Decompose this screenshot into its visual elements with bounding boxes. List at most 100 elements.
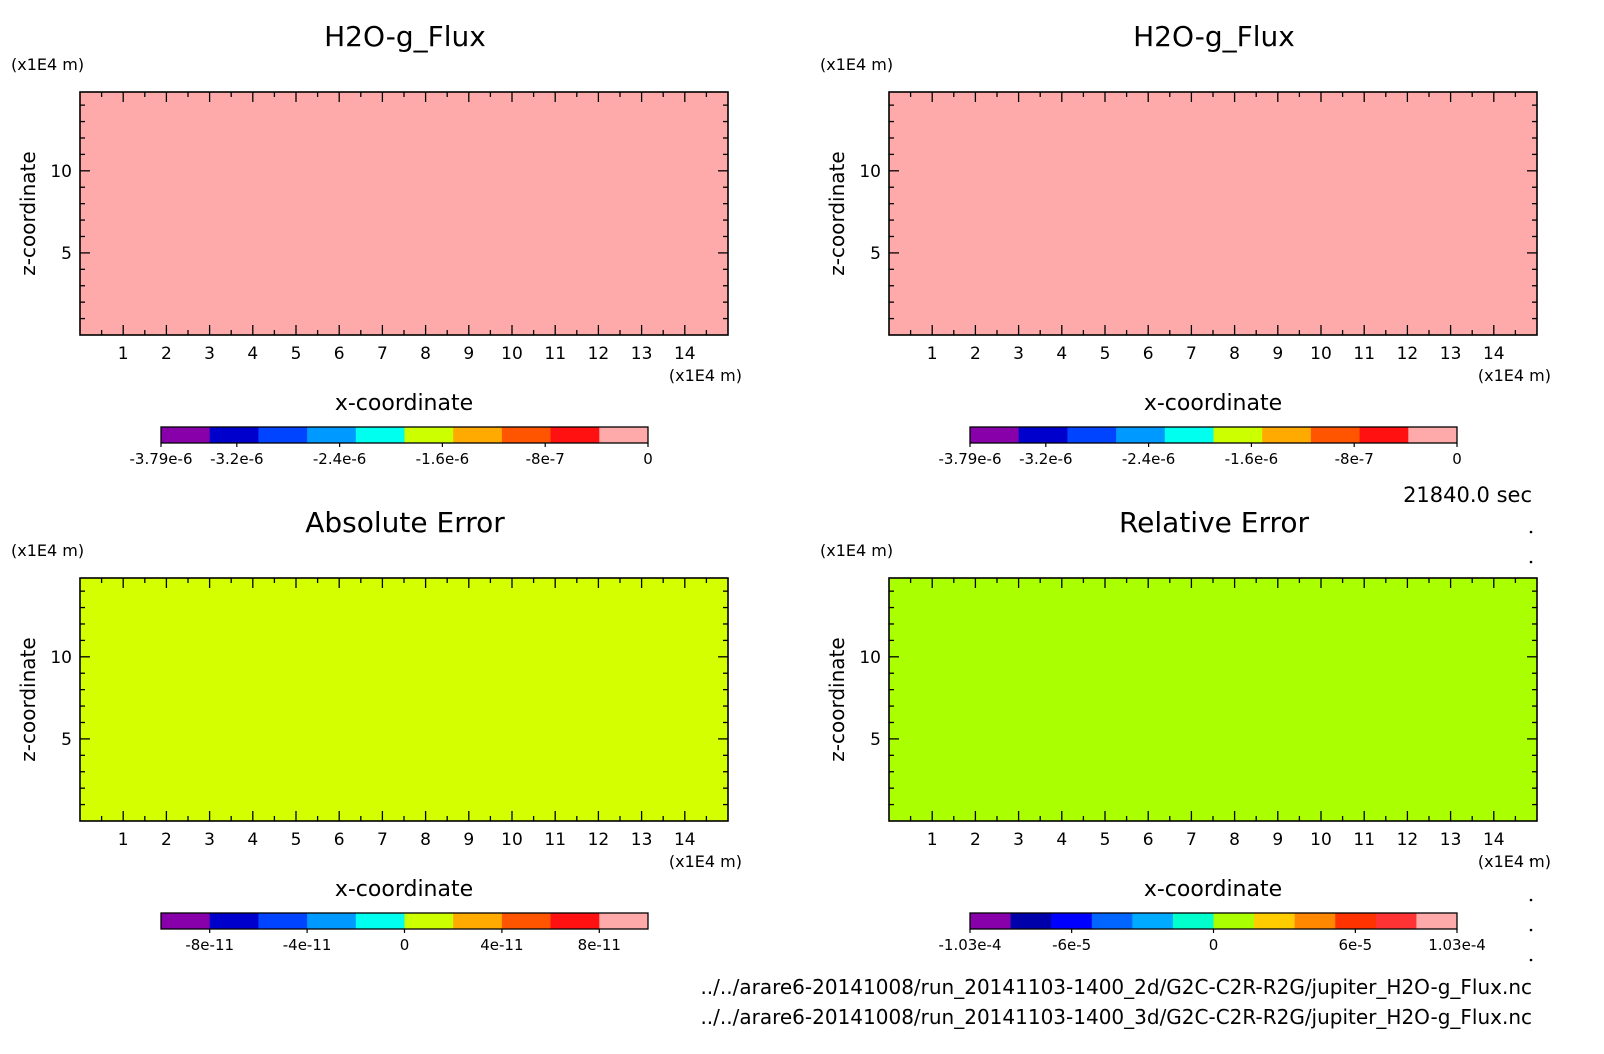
- x-tick-label: 12: [588, 344, 610, 364]
- x-tick-label: 9: [1272, 344, 1283, 364]
- x-tick-label: 11: [1353, 344, 1375, 364]
- x-tick-label: 7: [377, 344, 388, 364]
- colorbar-segment: [970, 913, 1012, 929]
- colorbar-segment: [161, 913, 211, 929]
- colorbar-tick-label: -2.4e-6: [313, 450, 366, 468]
- x-tick-label: 14: [1483, 830, 1505, 850]
- colorbar-segment: [404, 427, 454, 443]
- y-tick-label: 5: [61, 244, 72, 264]
- colorbar-frame: [160, 426, 649, 444]
- colorbar-tick-label: 0: [643, 450, 653, 468]
- y-axis-title: z-coordinate: [16, 637, 40, 761]
- x-tick-label: 8: [1229, 344, 1240, 364]
- x-tick-label: 9: [463, 830, 474, 850]
- colorbar-segment: [258, 913, 308, 929]
- y-tick-label: 10: [50, 162, 72, 182]
- colorbar-tick-label: 0: [1452, 450, 1462, 468]
- colorbar-segment: [1067, 427, 1117, 443]
- colorbar-segment: [355, 913, 405, 929]
- colorbar: -3.79e-6 -3.2e-6 -2.4e-6 -1.6e-6 -8e-7 0: [939, 426, 1462, 468]
- y-axis-title: z-coordinate: [825, 637, 849, 761]
- x-tick-label: 12: [1397, 344, 1419, 364]
- x-tick-label: 13: [1440, 830, 1462, 850]
- colorbar-segment: [1213, 427, 1263, 443]
- chart-title: Relative Error: [1119, 506, 1310, 539]
- colorbar: -8e-11 -4e-11 0 4e-11 8e-11: [160, 912, 649, 954]
- y-unit-label: (x1E4 m): [820, 541, 893, 560]
- colorbar-tick-label: -8e-11: [185, 936, 234, 954]
- x-tick-label: 5: [1100, 830, 1111, 850]
- x-tick-label: 5: [1100, 344, 1111, 364]
- x-tick-label: 4: [1056, 344, 1067, 364]
- x-tick-label: 1: [927, 344, 938, 364]
- x-tick-label: 12: [1397, 830, 1419, 850]
- heatmap-field: [889, 92, 1537, 335]
- y-tick-label: 10: [859, 648, 881, 668]
- colorbar-segment: [1310, 427, 1361, 443]
- x-tick-label: 1: [118, 830, 129, 850]
- x-unit-label: (x1E4 m): [669, 366, 742, 385]
- colorbar-segment: [307, 427, 357, 443]
- colorbar-tick-label: -3.2e-6: [1019, 450, 1072, 468]
- x-tick-label: 4: [247, 344, 258, 364]
- x-tick-label: 7: [1186, 344, 1197, 364]
- file-path-2d: ../../arare6-20141008/run_20141103-1400_…: [700, 975, 1532, 999]
- x-tick-label: 2: [970, 830, 981, 850]
- colorbar: -3.79e-6 -3.2e-6 -2.4e-6 -1.6e-6 -8e-7 0: [130, 426, 653, 468]
- x-tick-label: 8: [1229, 830, 1240, 850]
- x-tick-label: 2: [970, 344, 981, 364]
- x-tick-label: 14: [674, 830, 696, 850]
- y-tick-label: 5: [870, 730, 881, 750]
- y-axis-title: z-coordinate: [825, 151, 849, 275]
- colorbar-tick-label: -3.79e-6: [130, 450, 193, 468]
- x-tick-label: 7: [377, 830, 388, 850]
- x-tick-label: 12: [588, 830, 610, 850]
- y-tick-label: 10: [50, 648, 72, 668]
- y-tick-label: 10: [859, 162, 881, 182]
- colorbar-segment: [1172, 913, 1214, 929]
- x-tick-label: 14: [1483, 344, 1505, 364]
- y-axis-title: z-coordinate: [16, 151, 40, 275]
- y-tick-label: 5: [870, 244, 881, 264]
- colorbar-segment: [1091, 913, 1133, 929]
- x-tick-label: 8: [420, 344, 431, 364]
- colorbar-segment: [1262, 427, 1312, 443]
- colorbar-segment: [1116, 427, 1166, 443]
- time-label: 21840.0 sec: [1403, 483, 1532, 507]
- colorbar-segment: [1359, 427, 1409, 443]
- x-tick-label: 11: [1353, 830, 1375, 850]
- x-tick-label: 4: [247, 830, 258, 850]
- x-tick-label: 10: [501, 344, 523, 364]
- chart-panel-2: H2O-g_Flux(x1E4 m)1 2 3 4 5 6 7 8 9 10 11 12 13 14510…: [820, 20, 1551, 468]
- y-unit-label: (x1E4 m): [820, 55, 893, 74]
- colorbar-tick-label: -4e-11: [283, 936, 332, 954]
- colorbar-tick-label: 0: [400, 936, 410, 954]
- x-tick-label: 10: [501, 830, 523, 850]
- colorbar-tick-label: -1.03e-4: [939, 936, 1002, 954]
- x-tick-label: 9: [1272, 830, 1283, 850]
- x-tick-label: 3: [1013, 830, 1024, 850]
- colorbar-segment: [550, 913, 600, 929]
- colorbar-segment: [970, 427, 1020, 443]
- colorbar-segment: [1018, 427, 1068, 443]
- x-tick-label: 6: [334, 344, 345, 364]
- chart-title: Absolute Error: [305, 506, 505, 539]
- colorbar-segment: [1010, 913, 1052, 929]
- heatmap-field: [80, 578, 728, 821]
- x-tick-label: 3: [204, 830, 215, 850]
- colorbar-segment: [1254, 913, 1296, 929]
- colorbar-segment: [453, 427, 503, 443]
- file-path-3d: ../../arare6-20141008/run_20141103-1400_…: [700, 1005, 1532, 1029]
- colorbar-tick-label: -8e-7: [526, 450, 565, 468]
- x-axis-title: x-coordinate: [1144, 391, 1282, 416]
- colorbar-tick-label: 1.03e-4: [1428, 936, 1486, 954]
- x-tick-label: 1: [927, 830, 938, 850]
- x-tick-label: 6: [1143, 830, 1154, 850]
- x-tick-label: 2: [161, 344, 172, 364]
- x-tick-label: 6: [334, 830, 345, 850]
- x-unit-label: (x1E4 m): [669, 852, 742, 871]
- heatmap-field: [889, 578, 1537, 821]
- colorbar-segment: [1132, 913, 1174, 929]
- colorbar-tick-label: -8e-7: [1335, 450, 1374, 468]
- colorbar-tick-label: -1.6e-6: [1225, 450, 1278, 468]
